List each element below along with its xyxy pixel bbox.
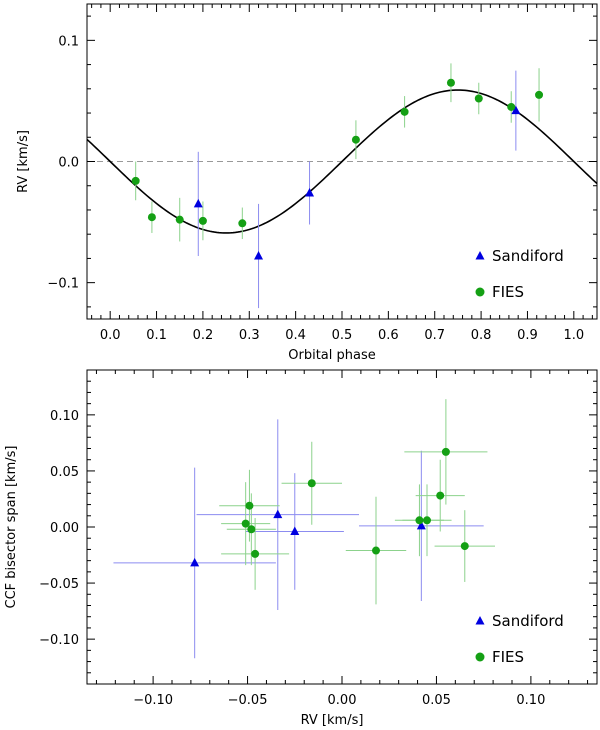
fies-point [198,216,207,225]
y-tick-label: 0.0 [58,156,79,171]
x-tick-label: 0.1 [146,328,167,343]
x-tick-label: 1.0 [563,328,584,343]
sandiford-point [290,526,300,535]
y-tick-label: 0.05 [50,465,79,480]
x-tick-label: 0.10 [516,693,545,708]
x-tick-label: 0.6 [378,328,399,343]
x-tick-label: −0.10 [133,693,173,708]
fies-point [415,516,424,525]
fies-point [251,549,260,558]
x-axis-title: RV [km/s] [301,713,364,728]
legend-fies-marker [475,287,485,297]
sandiford-point [511,105,521,115]
x-tick-label: 0.3 [239,328,260,343]
sandiford-point [190,557,200,567]
x-tick-label: 0.9 [517,328,538,343]
x-tick-label: 0.2 [193,328,214,343]
y-tick-label: −0.10 [39,633,79,648]
fies-point [400,107,409,116]
fies-point [247,525,256,534]
fies-point [474,94,483,103]
sandiford-point [273,509,283,519]
x-tick-label: 0.4 [285,328,306,343]
sandiford-point [193,198,203,208]
fies-point [460,542,469,551]
x-tick-label: 0.5 [332,328,353,343]
x-tick-label: 0.0 [100,328,121,343]
bisector-rv-panel: −0.10 −0.05 0.00 0.05 0.10 −0.10 −0.05 0.00 0.05… [4,369,598,728]
legend-fies-label: FIES [492,283,524,301]
x-tick-label: 0.05 [422,693,451,708]
legend-sandiford-label: Sandiford [492,247,564,265]
sandiford-point [305,188,315,197]
fies-point [245,501,254,510]
fies-point [423,516,431,525]
y-axis-title: CCF bisector span [km/s] [4,446,19,609]
fies-point [147,213,156,222]
legend: Sandiford FIES [475,247,564,301]
y-tick-label: 0.00 [50,521,79,536]
legend-sandiford-marker [475,616,485,625]
fies-point [131,176,140,185]
fies-point [535,90,544,99]
legend-fies-marker [475,652,485,662]
fies-point [351,135,360,144]
legend-sandiford-label: Sandiford [492,612,564,630]
legend-fies-label: FIES [492,648,524,666]
fies-point [307,479,316,488]
x-axis-title: Orbital phase [288,348,375,363]
legend-sandiford-marker [475,251,485,260]
sandiford-point [416,520,426,530]
x-tick-label: 0.8 [471,328,492,343]
y-tick-label: 0.10 [50,409,79,424]
fies-point [238,219,247,228]
fies-point [507,102,516,111]
y-axis-title: RV [km/s] [16,130,31,193]
fies-point [436,491,445,500]
fies-point [441,447,450,456]
x-tick-label: 0.7 [424,328,445,343]
fies-point [241,519,250,528]
legend: Sandiford FIES [475,612,564,666]
fies-point [175,215,184,224]
x-tick-label: −0.05 [228,693,268,708]
plot-frame [86,369,598,685]
y-tick-label: −0.1 [47,277,79,292]
fies-point [372,546,380,555]
y-tick-label: −0.05 [39,577,79,592]
sandiford-point [254,251,264,260]
fies-point [446,78,455,87]
y-tick-label: 0.1 [58,34,79,49]
rv-phase-panel: 0.0 0.1 0.2 0.3 0.4 0.5 0.6 0.7 0.8 0.9 1.0 −0.1 0.0… [16,3,598,363]
x-tick-label: 0.00 [328,693,357,708]
